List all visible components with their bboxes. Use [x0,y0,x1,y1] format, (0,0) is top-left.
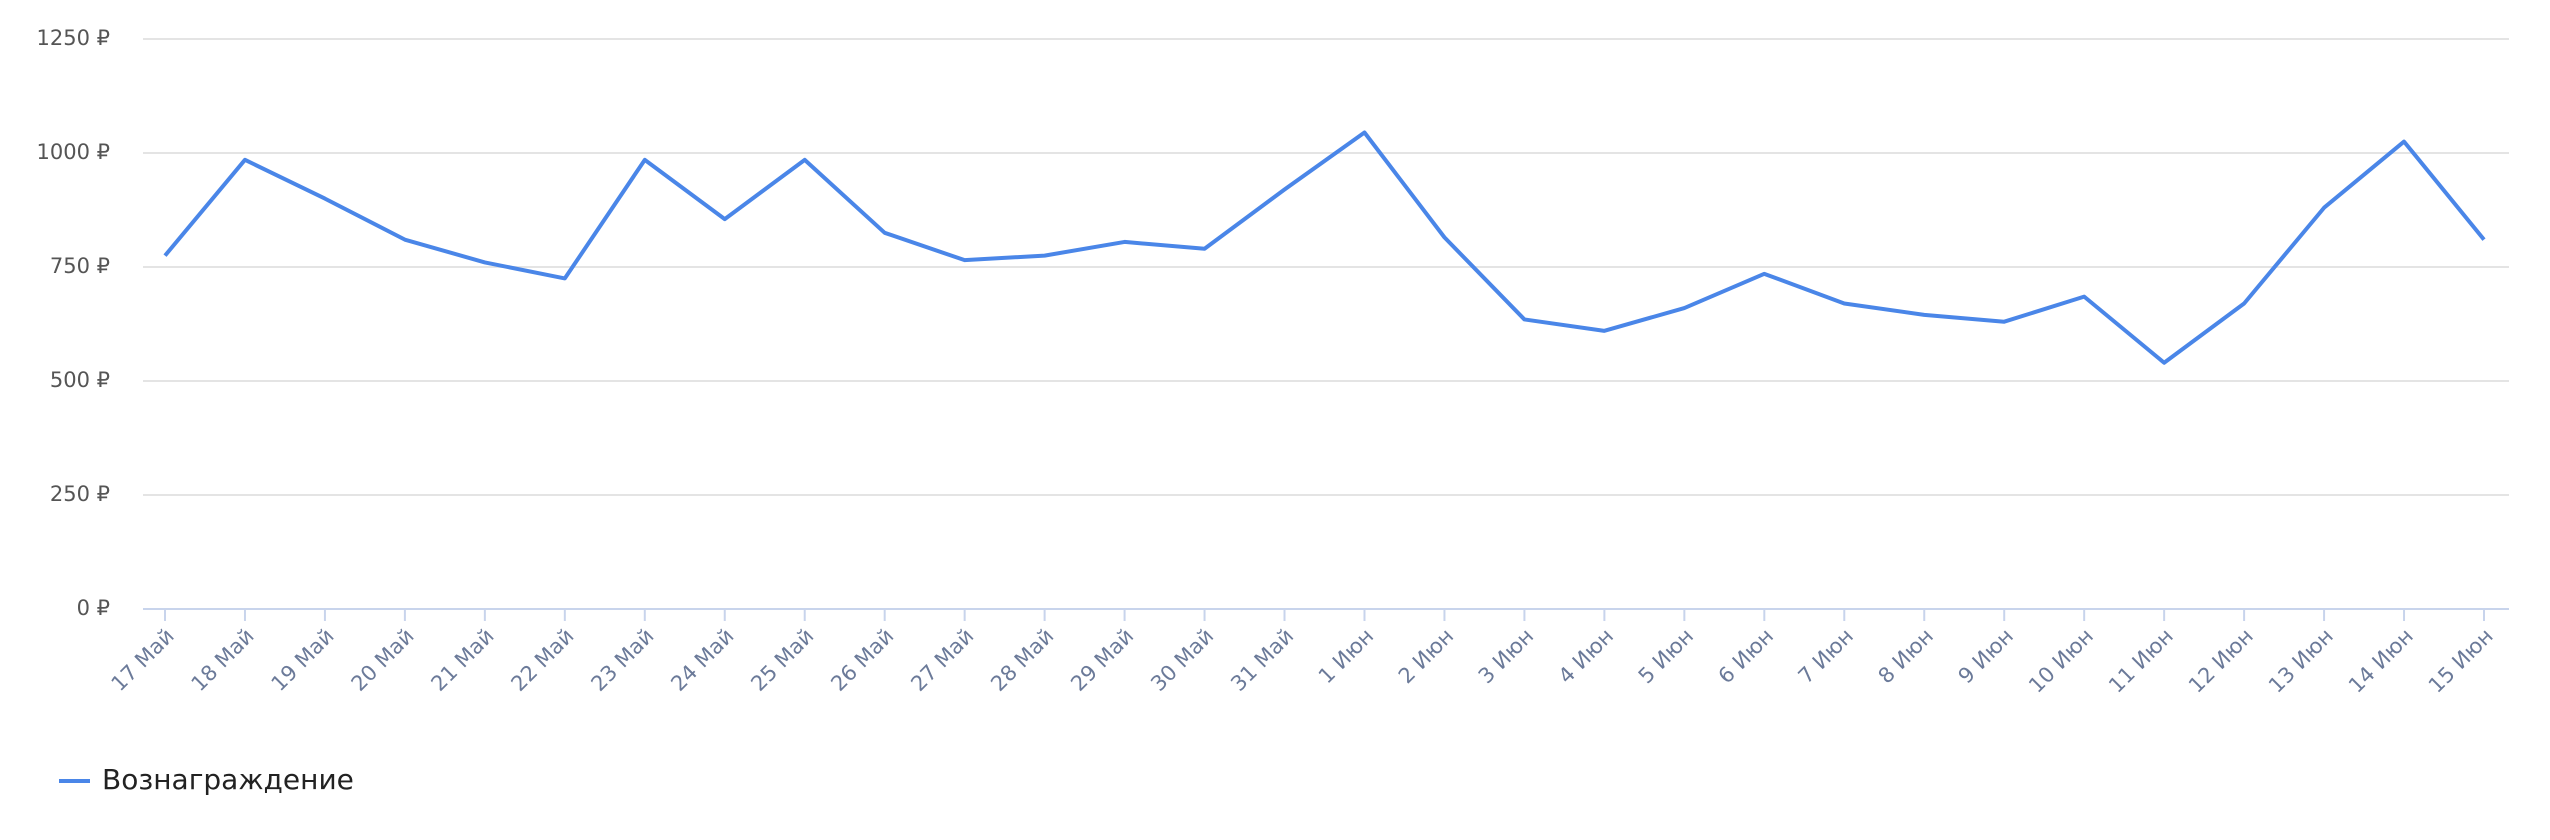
x-tick-label: 23 Май [586,624,658,696]
x-tick-label: 7 Июн [1794,624,1858,688]
x-tick-label: 12 Июн [2184,624,2258,698]
y-tick-label: 750 ₽ [50,254,110,278]
x-tick-label: 24 Май [666,624,738,696]
x-tick-label: 20 Май [347,624,419,696]
y-tick-label: 500 ₽ [50,368,110,392]
x-tick-label: 29 Май [1066,624,1138,696]
x-tick-label: 13 Июн [2264,624,2338,698]
x-tick-label: 22 Май [506,624,578,696]
x-tick-label: 25 Май [746,624,818,696]
x-tick-label: 5 Июн [1634,624,1698,688]
y-tick-label: 1000 ₽ [37,140,110,164]
y-tick-label: 0 ₽ [77,596,110,620]
legend-label: Вознаграждение [102,763,354,796]
x-tick-label: 31 Май [1226,624,1298,696]
x-tick-label: 17 Май [107,624,179,696]
x-tick-label: 28 Май [986,624,1058,696]
x-tick-label: 8 Июн [1874,624,1938,688]
x-tick-label: 15 Июн [2424,624,2498,698]
x-tick-label: 9 Июн [1954,624,2018,688]
x-tick-label: 19 Май [267,624,339,696]
x-tick-label: 11 Июн [2104,624,2178,698]
x-tick-label: 21 Май [426,624,498,696]
x-tick-label: 2 Июн [1394,624,1458,688]
line [163,130,2486,365]
x-tick-label: 10 Июн [2024,624,2098,698]
x-tick-label: 30 Май [1146,624,1218,696]
x-tick-label: 26 Май [826,624,898,696]
x-tick-label: 14 Июн [2344,624,2418,698]
x-tick-label: 27 Май [906,624,978,696]
y-tick-label: 1250 ₽ [37,26,110,50]
x-tick-label: 18 Май [187,624,259,696]
x-tick-label: 6 Июн [1714,624,1778,688]
x-tick-label: 4 Июн [1554,624,1618,688]
x-tick-label: 1 Июн [1314,624,1378,688]
x-tick-label: 3 Июн [1474,624,1538,688]
y-tick-label: 250 ₽ [50,482,110,506]
